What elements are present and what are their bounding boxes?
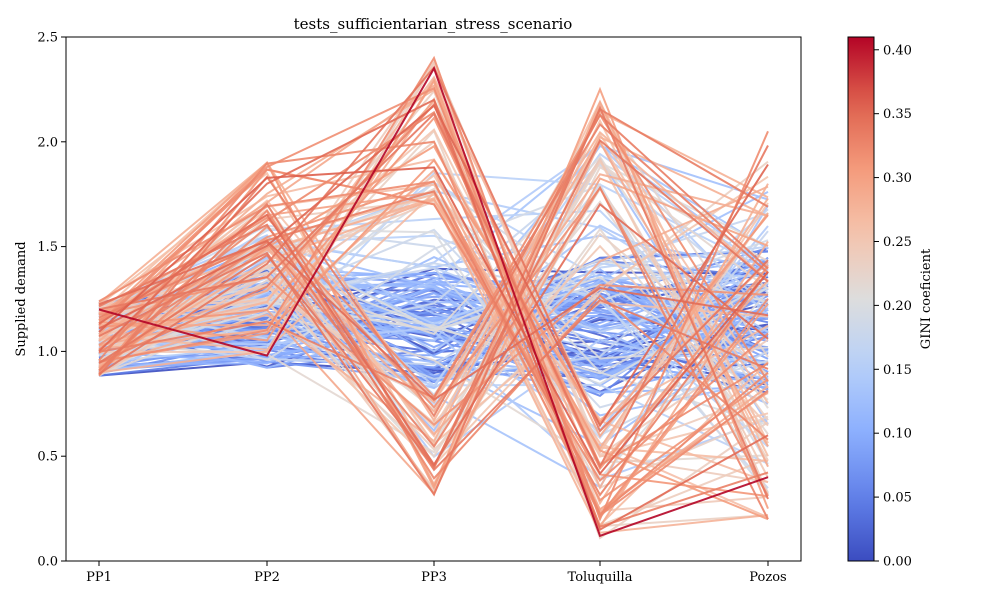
series-line [98,105,769,500]
y-tick-label: 1.0 [37,345,58,360]
series-line [98,143,769,373]
series-line [98,276,769,427]
colorbar-tick-label: 0.10 [883,427,912,442]
colorbar-tick-label: 0.35 [883,107,912,122]
y-axis-label: Supplied demand [14,241,29,356]
series-line [98,78,769,520]
series-line [98,244,769,427]
colorbar-tick-label: 0.15 [883,363,912,378]
series-line [98,135,769,423]
series-line [98,185,769,520]
series-line [98,158,769,425]
colorbar-axis: 0.00 0.05 0.10 0.15 0.20 0.25 0.30 0.35 0.40 [874,43,912,570]
x-tick-label: PP1 [86,570,112,585]
series-line [98,209,769,480]
colorbar-tick-label: 0.20 [883,299,912,314]
series-line [98,196,769,534]
y-tick-label: 1.5 [37,240,58,255]
colorbar-tick-label: 0.40 [883,43,912,58]
series-line [98,112,769,469]
x-tick-label: PP2 [254,570,280,585]
series-line [98,86,769,509]
x-tick-label: Pozos [749,570,786,585]
series-line [98,66,769,538]
series-line [98,104,769,428]
x-tick-label: Toluquilla [568,570,633,585]
series-line [98,202,769,467]
series-line [98,185,769,497]
y-tick-label: 0.5 [37,450,58,465]
colorbar-label: GINI coeficient [919,248,934,349]
series-line [98,107,769,471]
x-axis: PP1 PP2 PP3 Toluquilla Pozos [86,561,787,585]
series-line [98,281,769,335]
series-line [98,166,769,476]
series-line [98,116,769,471]
y-tick-label: 0.0 [37,555,58,570]
y-axis: 0.0 0.5 1.0 1.5 2.0 2.5 [37,31,66,570]
chart-title: tests_sufficientarian_stress_scenario [294,15,573,33]
colorbar-tick-label: 0.25 [883,235,912,250]
series-line [98,197,769,451]
series-line [98,122,769,400]
series-line [98,163,769,340]
series-line [98,113,769,418]
colorbar-tick-label: 0.05 [883,491,912,506]
y-tick-label: 2.0 [37,135,58,150]
series-line [98,76,769,490]
x-tick-label: PP3 [421,570,447,585]
series-line [98,340,769,379]
colorbar [847,36,875,562]
colorbar-tick-label: 0.30 [883,171,912,186]
series-line [98,190,769,497]
series-line [98,242,769,369]
series-line [98,86,769,518]
series-line [98,60,769,512]
series-line [98,180,769,517]
series-line [98,98,769,532]
series-line [98,240,769,401]
y-tick-label: 2.5 [37,31,58,46]
colorbar-tick-label: 0.00 [883,555,912,570]
series-lines [98,55,769,540]
